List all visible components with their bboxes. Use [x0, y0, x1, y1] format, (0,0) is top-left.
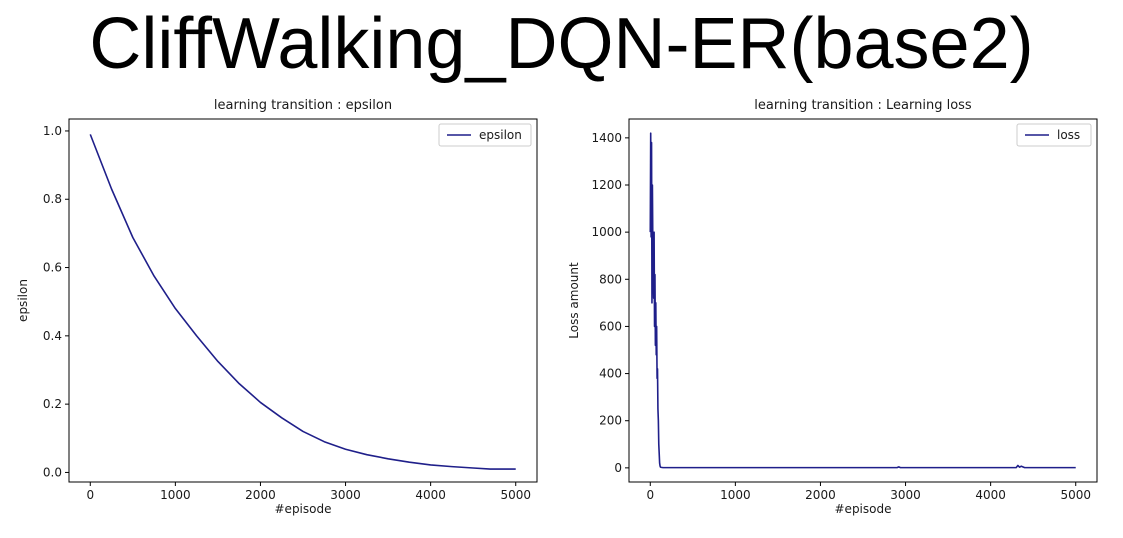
- y-tick-label: 1400: [591, 131, 622, 145]
- x-axis-label: #episode: [275, 502, 332, 516]
- loss-chart: learning transition : Learning loss 0 1000…: [567, 98, 1098, 516]
- plot-frame: [628, 118, 1098, 483]
- y-tick-label: 400: [599, 367, 622, 381]
- y-tick-label: 1000: [591, 225, 622, 239]
- x-tick-label: 1000: [160, 488, 191, 502]
- y-tick-label: 0: [614, 461, 622, 475]
- x-tick-label: 0: [646, 488, 654, 502]
- y-tick-label: 0.0: [43, 465, 62, 479]
- x-tick-label: 3000: [890, 488, 921, 502]
- x-tick-label: 5000: [500, 488, 531, 502]
- legend-label: epsilon: [479, 128, 522, 142]
- x-tick-label: 2000: [805, 488, 836, 502]
- x-axis-label: #episode: [835, 502, 892, 516]
- page-title: CliffWalking_DQN-ER(base2): [89, 4, 1034, 84]
- legend: epsilon: [438, 123, 532, 147]
- y-tick-label: 1.0: [43, 124, 62, 138]
- x-tick-label: 4000: [975, 488, 1006, 502]
- y-tick-label: 800: [599, 272, 622, 286]
- y-tick-label: 0.4: [43, 329, 62, 343]
- chart-title: learning transition : epsilon: [214, 98, 392, 113]
- loss-series-line: [649, 132, 1076, 469]
- y-axis-label: epsilon: [16, 279, 30, 322]
- x-tick-label: 1000: [720, 488, 751, 502]
- x-tick-label: 4000: [415, 488, 446, 502]
- y-tick-label: 0.6: [43, 261, 62, 275]
- chart-title: learning transition : Learning loss: [754, 98, 972, 113]
- y-tick-label: 200: [599, 414, 622, 428]
- y-tick-label: 600: [599, 319, 622, 333]
- legend-box: [438, 123, 532, 147]
- y-axis-label: Loss amount: [567, 262, 581, 339]
- legend-box: [1016, 123, 1092, 147]
- y-tick-label: 0.2: [43, 397, 62, 411]
- y-tick-label: 0.8: [43, 192, 62, 206]
- epsilon-chart: learning transition : epsilon 0 1000 2000 30…: [16, 98, 538, 516]
- epsilon-series-line: [89, 134, 516, 470]
- legend-label: loss: [1057, 128, 1080, 142]
- plot-frame: [68, 118, 538, 483]
- legend: loss: [1016, 123, 1092, 147]
- x-tick-label: 2000: [245, 488, 276, 502]
- x-tick-label: 5000: [1060, 488, 1091, 502]
- x-tick-label: 3000: [330, 488, 361, 502]
- x-tick-label: 0: [86, 488, 94, 502]
- y-tick-label: 1200: [591, 178, 622, 192]
